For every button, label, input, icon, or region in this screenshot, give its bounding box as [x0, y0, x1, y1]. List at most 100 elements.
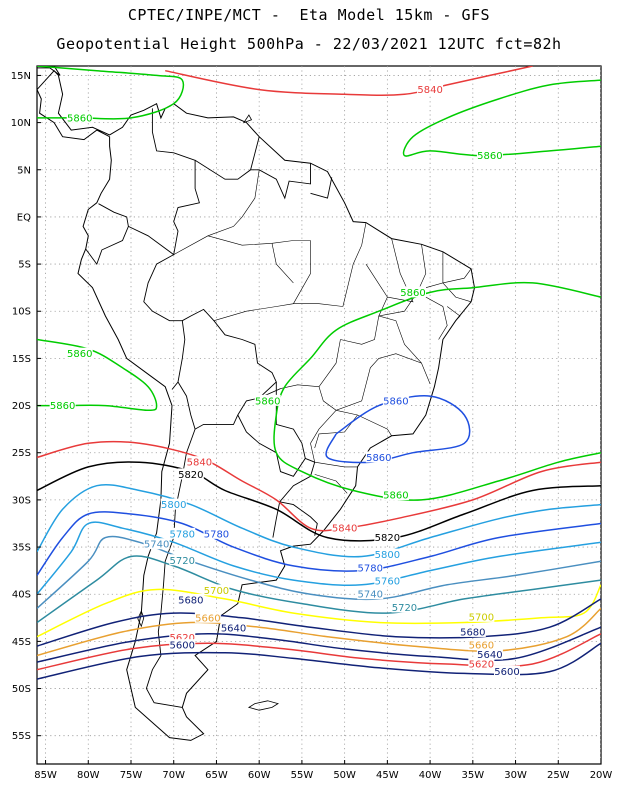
state-border — [280, 384, 320, 389]
lon-tick-label: 85W — [34, 770, 57, 781]
lat-tick-label: 20S — [12, 401, 31, 412]
map-title-line2: Geopotential Height 500hPa - 22/03/2021 … — [56, 35, 562, 53]
contour-label: 5780 — [358, 563, 383, 574]
state-border — [314, 474, 348, 494]
contour-label-bg — [374, 531, 401, 543]
contour-line-5720 — [37, 555, 601, 624]
state-border — [314, 461, 358, 468]
contour-label: 5840 — [187, 458, 212, 469]
contour-label: 5680 — [178, 595, 203, 606]
contour-label-bg — [468, 658, 495, 670]
contour-label-bg — [194, 611, 221, 623]
contour-label-bg — [468, 639, 495, 651]
contour-label: 5840 — [332, 524, 357, 535]
contour-label: 5660 — [469, 641, 494, 652]
state-border — [378, 244, 427, 317]
country-border — [272, 501, 281, 538]
contour-label: 5860 — [67, 349, 92, 360]
contour-label-bg — [254, 394, 281, 406]
lon-tick-label: 40W — [419, 770, 442, 781]
state-border — [425, 251, 444, 288]
contour-label-bg — [459, 625, 486, 637]
lon-tick-label: 75W — [120, 770, 143, 781]
contour-line-5780 — [37, 511, 601, 576]
coastline — [37, 66, 61, 76]
state-border — [293, 303, 343, 307]
lat-tick-label: 40S — [12, 590, 31, 601]
coastline — [37, 69, 476, 741]
lon-tick-label: 55W — [291, 770, 314, 781]
contour-line-5800 — [37, 483, 601, 558]
contour-line-5640 — [37, 626, 601, 663]
contour-label-bg — [186, 456, 213, 468]
map-frame — [36, 65, 602, 765]
lat-tick-label: 10S — [12, 307, 31, 318]
state-border — [207, 235, 311, 246]
contour-label-bg — [357, 561, 384, 573]
map-title-line1: CPTEC/INPE/MCT - Eta Model 15km - GFS — [127, 6, 491, 24]
contour-line-5600 — [37, 642, 601, 680]
country-border — [145, 428, 196, 708]
country-border — [85, 203, 129, 266]
contour-label-bg — [203, 584, 230, 596]
contour-label-bg — [66, 111, 93, 123]
contour-line-5840 — [165, 66, 533, 96]
contour-label: 5860 — [50, 401, 75, 412]
contour-label-bg — [391, 601, 418, 613]
contour-label-bg — [331, 522, 358, 534]
contour-line-5820 — [37, 461, 601, 542]
state-border — [447, 306, 461, 321]
contour-label: 5860 — [383, 491, 408, 502]
contour-label-bg — [177, 468, 204, 480]
island — [242, 114, 253, 124]
lat-tick-label: 5N — [17, 165, 31, 176]
state-border — [417, 292, 448, 340]
lon-tick-label: 30W — [504, 770, 527, 781]
contour-label: 5760 — [375, 577, 400, 588]
country-border — [177, 308, 277, 430]
contour-layer — [37, 66, 601, 680]
island — [137, 610, 145, 628]
contour-label-bg — [49, 399, 76, 411]
contour-label: 5780 — [170, 529, 195, 540]
contour-line-5660 — [37, 607, 601, 657]
contour-label: 5800 — [375, 550, 400, 561]
lat-tick-label: 10N — [11, 118, 31, 129]
state-border — [442, 282, 472, 303]
state-border — [336, 410, 392, 436]
contour-label-bg — [143, 538, 170, 550]
contour-label-bg — [382, 394, 409, 406]
country-border — [151, 108, 200, 255]
state-border — [378, 315, 422, 364]
lon-tick-label: 60W — [248, 770, 271, 781]
state-border — [310, 410, 337, 463]
contour-line-5700 — [37, 584, 601, 638]
contour-label: 5860 — [67, 113, 92, 124]
contour-label-bg — [468, 610, 495, 622]
contour-line-5840 — [37, 440, 601, 532]
contour-label: 5860 — [366, 453, 391, 464]
island — [247, 700, 279, 711]
lat-tick-label: 45S — [12, 637, 31, 648]
lon-tick-label: 65W — [205, 770, 228, 781]
plot-border — [36, 65, 602, 765]
contour-label: 5840 — [417, 85, 442, 96]
contour-label-bg — [400, 286, 426, 298]
contour-label: 5620 — [170, 633, 195, 644]
contour-label-bg — [374, 575, 401, 587]
contour-label: 5820 — [375, 533, 400, 544]
contour-label-bg — [177, 593, 204, 605]
contour-label-bg — [169, 631, 196, 643]
contour-label-bg — [220, 622, 247, 634]
axis-tick-layer: 15N 10N 5N EQ 5S 10S 15S 20S 25S 30S 35S 40S 45S 50S 5… — [11, 71, 613, 781]
contour-label: 5740 — [358, 590, 383, 601]
state-border — [314, 414, 358, 449]
contour-label: 5600 — [170, 641, 195, 652]
contour-label-bg — [374, 548, 401, 560]
contour-label: 5620 — [469, 660, 494, 671]
lat-tick-label: 30S — [12, 495, 31, 506]
state-border — [342, 222, 367, 307]
country-border — [237, 382, 306, 477]
lat-tick-label: 15S — [12, 354, 31, 365]
contour-label: 5640 — [221, 624, 246, 635]
